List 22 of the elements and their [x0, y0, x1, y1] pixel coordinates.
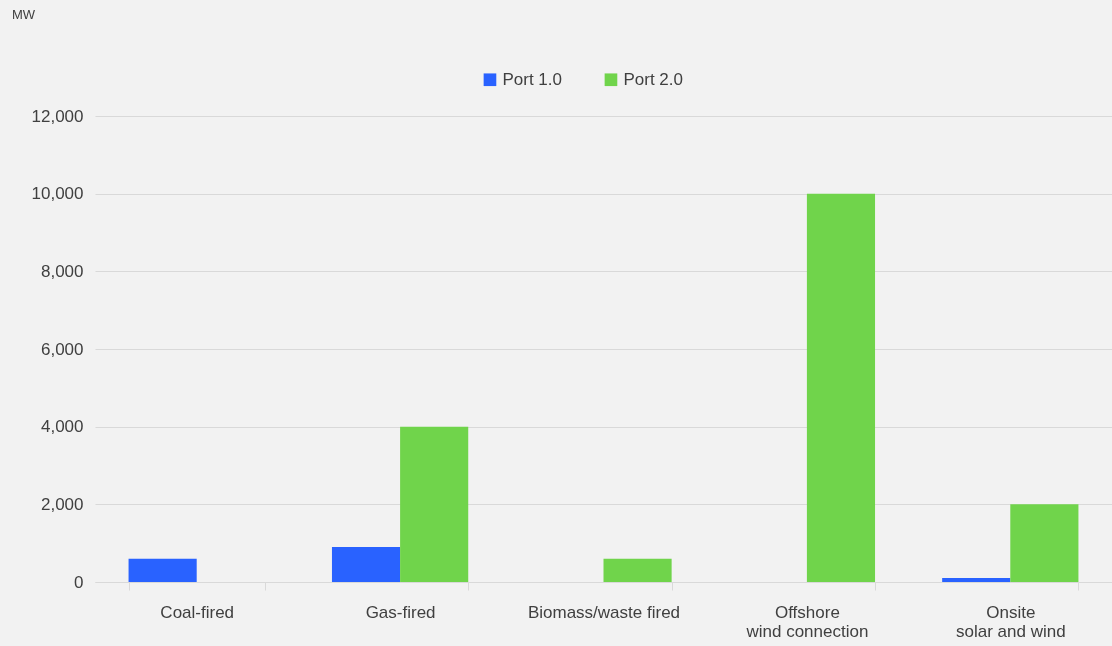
- x-tick-label: Biomass/waste fired: [527, 602, 681, 622]
- y-tick-label: 0: [74, 572, 84, 592]
- bar: [400, 426, 469, 582]
- x-tick-label: Offshore wind connection: [745, 602, 869, 641]
- bar: [806, 193, 876, 582]
- x-tick-label: Coal-fired: [160, 602, 235, 622]
- legend-label: Port 2.0: [623, 69, 684, 89]
- bar: [128, 558, 197, 582]
- y-tick-label: 8,000: [40, 261, 84, 281]
- bar: [603, 558, 672, 582]
- legend-label: Port 1.0: [502, 69, 563, 89]
- bar: [331, 547, 401, 582]
- y-tick-label: 2,000: [40, 494, 84, 514]
- text: MW: [12, 7, 36, 22]
- y-tick-label: 10,000: [31, 184, 84, 204]
- y-tick-label: 4,000: [40, 417, 84, 437]
- y-tick-label: 6,000: [40, 339, 84, 359]
- bar: [942, 578, 1011, 582]
- x-tick-label: Gas-fired: [365, 602, 436, 622]
- x-tick-label: Onsite solar and wind: [955, 602, 1066, 641]
- y-tick-label: 12,000: [31, 106, 84, 126]
- bar: [1010, 504, 1079, 582]
